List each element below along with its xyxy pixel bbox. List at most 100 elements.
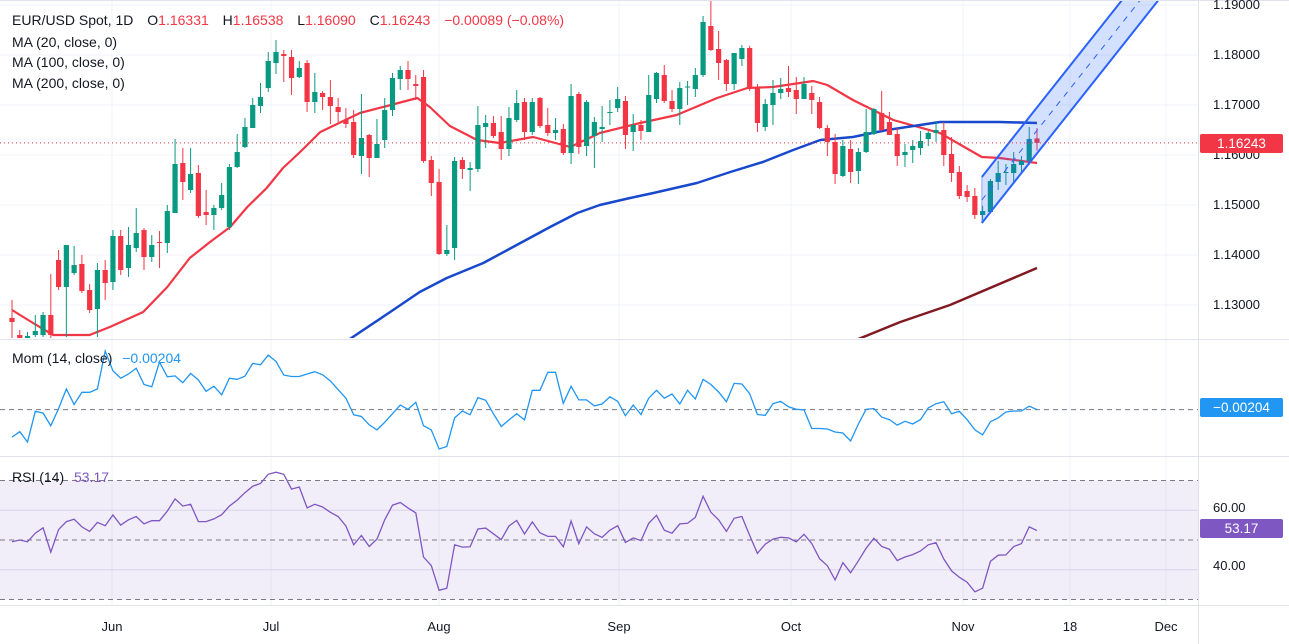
candle-body [413,84,419,86]
candle [195,165,201,218]
candle-body [925,133,931,139]
close-value: 1.16243 [379,12,431,28]
candle [358,94,365,174]
candle [374,119,380,158]
candle-body [444,250,450,254]
candle-body [987,181,993,212]
low-label: L [297,12,306,28]
candle-body [1018,161,1025,165]
legend-rsi[interactable]: RSI (14) 53.17 [12,468,109,486]
candle-body [832,142,838,174]
rsi-value-tag: 53.17 [1200,519,1283,538]
candle [444,225,450,256]
candle [203,190,209,225]
candle [110,230,116,290]
legend-ma20[interactable]: MA (20, close, 0) [12,34,118,50]
candle-body [1034,138,1040,143]
candle-body [661,75,667,101]
candle-body [840,146,846,176]
candle [661,65,667,103]
candle-body [257,97,264,106]
candle-body [692,75,698,89]
momentum-line [11,348,1038,450]
candle-body [48,315,54,335]
candle-body [653,73,660,99]
candle [778,78,784,99]
candle-body [180,163,186,182]
candle-body [770,93,776,105]
candle-body [327,97,333,106]
candle-body [9,318,15,322]
candle [498,116,504,160]
indicator-lines [0,142,1198,593]
legend-ma100[interactable]: MA (100, close, 0) [12,54,125,70]
candle-body [731,53,737,84]
candle [785,66,792,97]
price-tick: 1.17000 [1213,97,1260,112]
rsi-title: RSI (14) [12,469,65,485]
candle-body [17,335,23,338]
candle-body [615,99,621,108]
candle [770,80,776,125]
time-label: 18 [1062,619,1078,634]
candle [793,77,799,114]
rsi-tick: 60.00 [1213,500,1246,515]
candle [467,162,473,191]
candle [956,166,962,199]
candle-body [351,122,357,155]
candle-body [646,95,652,132]
candle [219,183,225,210]
candle [910,140,916,163]
candle [948,137,955,182]
candle [257,83,264,113]
candle-body [747,48,753,88]
candle-body [708,26,714,50]
candle [63,245,69,337]
candle [599,106,605,142]
candle [591,117,597,168]
mom-value: −0.00204 [122,350,182,366]
candle-body [436,182,442,254]
candle-body [118,236,124,270]
candle-body [591,122,597,136]
candle [87,284,93,313]
candle [55,250,62,290]
candle-body [599,127,605,129]
mom-pane [11,348,1038,450]
candle-body [894,134,900,156]
channel-middle-line [981,0,1141,201]
candle-body [226,167,233,227]
candle [731,53,737,90]
time-label: Aug [427,619,451,634]
candle [40,312,46,337]
candle-body [677,88,683,109]
candle [848,140,854,183]
candle-body [389,78,396,110]
rsi-value: 53.17 [74,469,110,485]
candle-body [288,57,295,78]
close-label: C [369,12,380,28]
rsi-band [0,480,1198,600]
candle-body [304,63,310,102]
candle [187,148,194,193]
candle-body [296,68,302,77]
candle-body [24,336,31,338]
candle [242,118,248,148]
legend-mom[interactable]: Mom (14, close) −0.00204 [12,349,181,367]
candle [816,97,823,129]
parallel-channel-drawing[interactable] [981,0,1177,224]
legend-ma200[interactable]: MA (200, close, 0) [12,75,125,91]
candle [1018,156,1025,173]
time-label: Nov [951,619,975,634]
candle [490,116,497,138]
candle [615,87,621,112]
open-label: O [147,12,159,28]
channel-lower-line [981,0,1160,224]
price-tick: 1.13000 [1213,297,1260,312]
change-value: −0.00089 (−0.08%) [444,12,565,28]
symbol-title[interactable]: EUR/USD Spot, 1D [12,12,134,28]
candles [9,0,1040,338]
candle [382,98,388,148]
